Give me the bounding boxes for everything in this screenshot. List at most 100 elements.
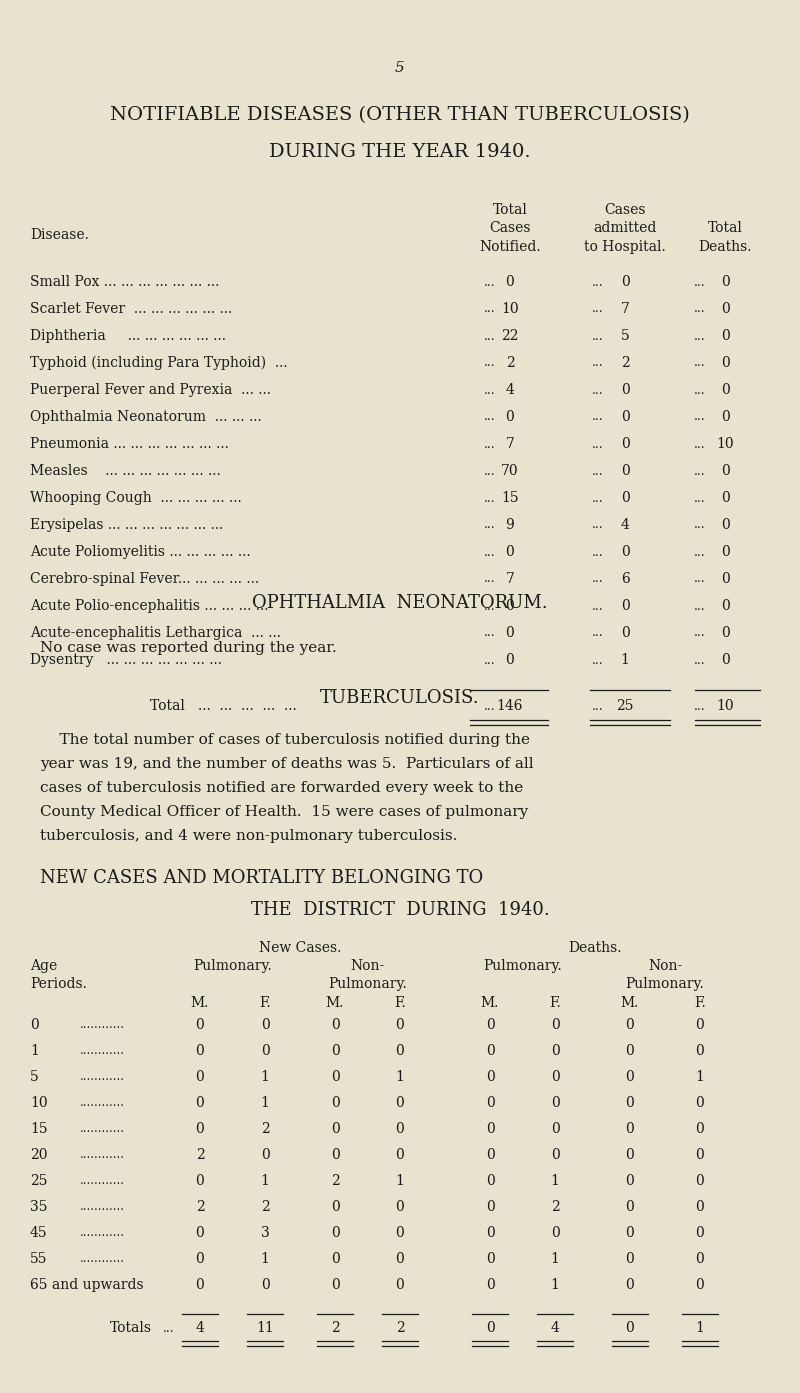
Text: DURING THE YEAR 1940.: DURING THE YEAR 1940. <box>269 143 531 162</box>
Text: ...: ... <box>484 357 496 369</box>
Text: 2: 2 <box>621 357 630 371</box>
Text: M.: M. <box>191 996 209 1010</box>
Text: ...: ... <box>484 437 496 450</box>
Text: 0: 0 <box>196 1277 204 1291</box>
Text: 1: 1 <box>261 1174 270 1188</box>
Text: 1: 1 <box>550 1277 559 1291</box>
Text: 1: 1 <box>261 1070 270 1084</box>
Text: ...: ... <box>484 302 496 315</box>
Text: 0: 0 <box>621 410 630 423</box>
Text: ...: ... <box>694 599 706 613</box>
Text: 0: 0 <box>196 1018 204 1032</box>
Text: 10: 10 <box>501 302 519 316</box>
Text: ...: ... <box>484 699 496 712</box>
Text: 0: 0 <box>721 464 730 478</box>
Text: 0: 0 <box>721 302 730 316</box>
Text: 0: 0 <box>506 653 514 667</box>
Text: 0: 0 <box>696 1277 704 1291</box>
Text: 0: 0 <box>396 1148 404 1162</box>
Text: Acute Poliomyelitis ... ... ... ... ...: Acute Poliomyelitis ... ... ... ... ... <box>30 545 250 559</box>
Text: 0: 0 <box>486 1252 494 1266</box>
Text: 0: 0 <box>550 1096 559 1110</box>
Text: to Hospital.: to Hospital. <box>584 240 666 254</box>
Text: 0: 0 <box>330 1043 339 1059</box>
Text: 0: 0 <box>196 1121 204 1137</box>
Text: 1: 1 <box>395 1070 405 1084</box>
Text: 0: 0 <box>550 1148 559 1162</box>
Text: 0: 0 <box>696 1252 704 1266</box>
Text: 1: 1 <box>550 1174 559 1188</box>
Text: ...: ... <box>484 518 496 532</box>
Text: 0: 0 <box>486 1070 494 1084</box>
Text: 0: 0 <box>550 1121 559 1137</box>
Text: 0: 0 <box>396 1252 404 1266</box>
Text: 0: 0 <box>696 1226 704 1240</box>
Text: Dysentry   ... ... ... ... ... ... ...: Dysentry ... ... ... ... ... ... ... <box>30 653 222 667</box>
Text: 5: 5 <box>621 329 630 343</box>
Text: New Cases.: New Cases. <box>259 942 341 956</box>
Text: 22: 22 <box>502 329 518 343</box>
Text: Deaths.: Deaths. <box>698 240 752 254</box>
Text: admitted: admitted <box>594 221 657 235</box>
Text: 0: 0 <box>626 1321 634 1334</box>
Text: 0: 0 <box>486 1043 494 1059</box>
Text: 0: 0 <box>330 1070 339 1084</box>
Text: Measles    ... ... ... ... ... ... ...: Measles ... ... ... ... ... ... ... <box>30 464 221 478</box>
Text: 1: 1 <box>695 1070 705 1084</box>
Text: Pulmonary.: Pulmonary. <box>483 958 562 972</box>
Text: 10: 10 <box>716 437 734 451</box>
Text: 0: 0 <box>396 1096 404 1110</box>
Text: Acute Polio-encephalitis ... ... ... ...: Acute Polio-encephalitis ... ... ... ... <box>30 599 269 613</box>
Text: ...: ... <box>592 302 604 315</box>
Text: 7: 7 <box>506 437 514 451</box>
Text: 20: 20 <box>30 1148 47 1162</box>
Text: 55: 55 <box>30 1252 47 1266</box>
Text: 11: 11 <box>256 1321 274 1334</box>
Text: 0: 0 <box>196 1226 204 1240</box>
Text: ...: ... <box>694 546 706 559</box>
Text: 45: 45 <box>30 1226 48 1240</box>
Text: ...: ... <box>163 1322 174 1334</box>
Text: 4: 4 <box>195 1321 205 1334</box>
Text: TUBERCULOSIS.: TUBERCULOSIS. <box>320 690 480 708</box>
Text: 0: 0 <box>696 1174 704 1188</box>
Text: cases of tuberculosis notified are forwarded every week to the: cases of tuberculosis notified are forwa… <box>40 781 523 795</box>
Text: ............: ............ <box>80 1096 125 1109</box>
Text: year was 19, and the number of deaths was 5.  Particulars of all: year was 19, and the number of deaths wa… <box>40 756 534 770</box>
Text: 0: 0 <box>486 1199 494 1215</box>
Text: 0: 0 <box>506 545 514 559</box>
Text: 0: 0 <box>506 599 514 613</box>
Text: 0: 0 <box>621 274 630 288</box>
Text: 4: 4 <box>550 1321 559 1334</box>
Text: Diphtheria     ... ... ... ... ... ...: Diphtheria ... ... ... ... ... ... <box>30 329 226 343</box>
Text: M.: M. <box>326 996 344 1010</box>
Text: 1: 1 <box>695 1321 705 1334</box>
Text: 4: 4 <box>621 518 630 532</box>
Text: F.: F. <box>394 996 406 1010</box>
Text: 1: 1 <box>261 1252 270 1266</box>
Text: Pulmonary.: Pulmonary. <box>193 958 272 972</box>
Text: 1: 1 <box>621 653 630 667</box>
Text: 0: 0 <box>721 274 730 288</box>
Text: Non-: Non- <box>350 958 385 972</box>
Text: THE  DISTRICT  DURING  1940.: THE DISTRICT DURING 1940. <box>250 901 550 919</box>
Text: 0: 0 <box>330 1252 339 1266</box>
Text: ...: ... <box>484 276 496 288</box>
Text: 146: 146 <box>497 699 523 713</box>
Text: 0: 0 <box>30 1018 38 1032</box>
Text: 0: 0 <box>550 1226 559 1240</box>
Text: 0: 0 <box>486 1277 494 1291</box>
Text: Totals: Totals <box>110 1321 152 1334</box>
Text: ...: ... <box>592 276 604 288</box>
Text: 0: 0 <box>626 1043 634 1059</box>
Text: The total number of cases of tuberculosis notified during the: The total number of cases of tuberculosi… <box>40 733 530 747</box>
Text: 0: 0 <box>550 1043 559 1059</box>
Text: 0: 0 <box>330 1277 339 1291</box>
Text: ...: ... <box>484 383 496 397</box>
Text: 65 and upwards: 65 and upwards <box>30 1277 144 1291</box>
Text: ...: ... <box>694 330 706 343</box>
Text: 0: 0 <box>396 1199 404 1215</box>
Text: 5: 5 <box>30 1070 38 1084</box>
Text: 0: 0 <box>721 329 730 343</box>
Text: ...: ... <box>484 492 496 504</box>
